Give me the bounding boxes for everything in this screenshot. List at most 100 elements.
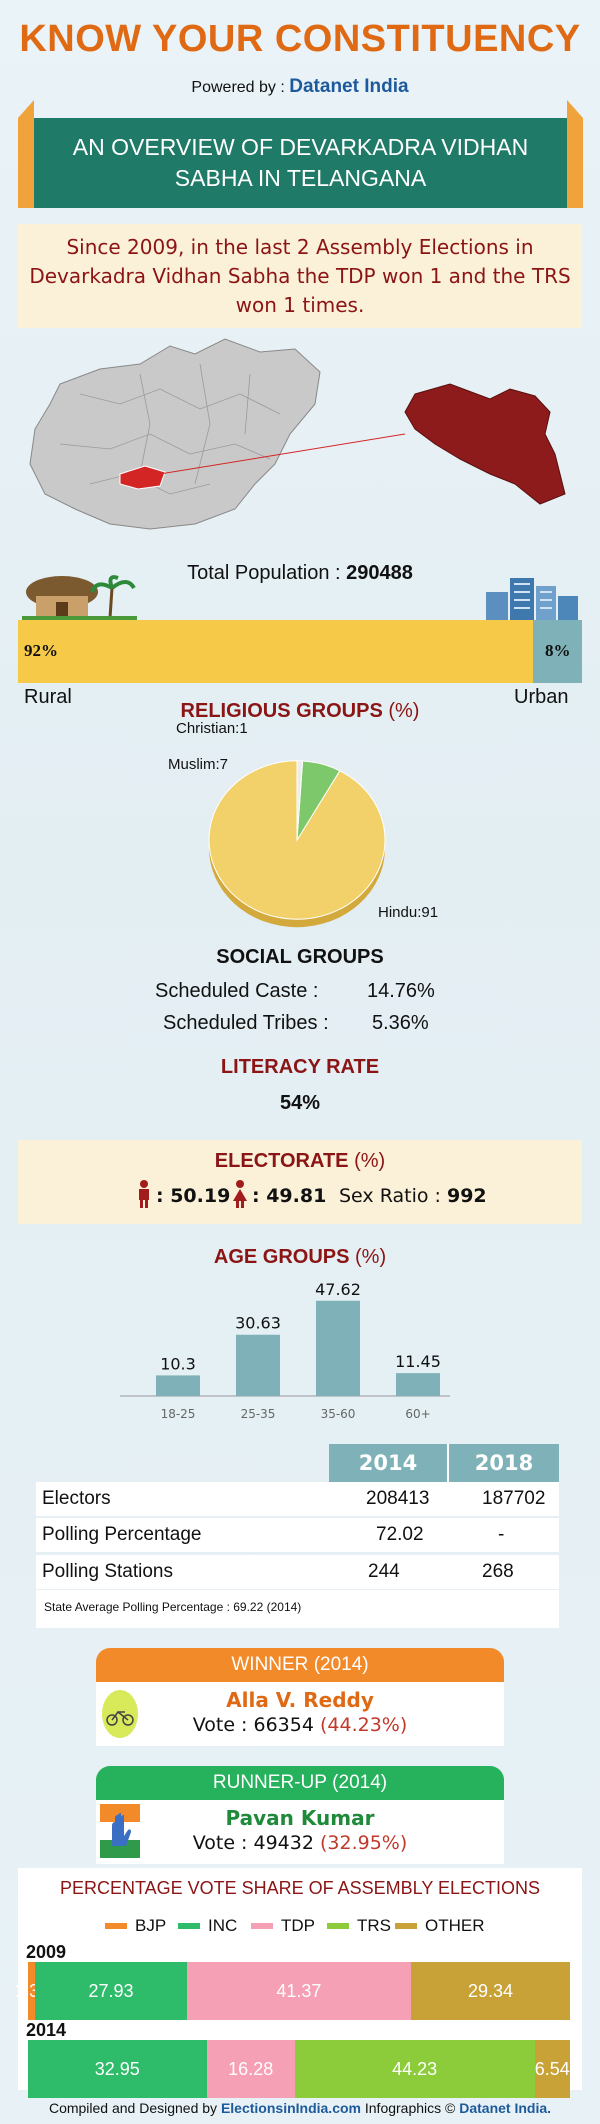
age-bar-chart: 10.3 18-25 30.63 25-35 47.62 35-60 11.45 60+ xyxy=(120,1280,450,1421)
legend-tdp: TDP xyxy=(251,1916,315,1936)
vote-bar-2009: 1.36 27.93 41.37 29.34 xyxy=(14,1962,570,2020)
christian-label: Christian:1 xyxy=(176,720,248,737)
age-bar-25-35 xyxy=(236,1334,280,1396)
vote-segment-other-2014: 6.54 xyxy=(534,2040,570,2098)
age-unit: (%) xyxy=(355,1246,387,1268)
total-population: Total Population : 290488 xyxy=(0,562,600,585)
male-pct: : 50.19 xyxy=(156,1185,231,1207)
election-summary: Since 2009, in the last 2 Assembly Elect… xyxy=(18,224,582,328)
urban-bar xyxy=(533,620,582,683)
legend-other: OTHER xyxy=(395,1916,485,1936)
winner-title: WINNER xyxy=(231,1654,309,1675)
hand-symbol-icon xyxy=(100,1804,140,1858)
vote-segment-other-2009: 29.34 xyxy=(410,1962,570,2020)
winner-name: Alla V. Reddy xyxy=(226,1688,374,1712)
row-value-2014: 244 xyxy=(368,1561,400,1582)
legend-swatch xyxy=(251,1923,273,1929)
age-bar-value: 30.63 xyxy=(235,1314,281,1333)
female-icon xyxy=(233,1180,247,1208)
sc-value: 14.76% xyxy=(367,980,435,1002)
table-row: Polling Stations 244 268 xyxy=(36,1555,559,1589)
religious-unit: (%) xyxy=(388,700,420,722)
footer-brand-1: ElectionsinIndia.com xyxy=(220,2100,361,2116)
footer: Compiled and Designed by ElectionsinIndi… xyxy=(0,2094,600,2124)
runner-up-vote: Vote : 49432 (32.95%) xyxy=(96,1832,504,1854)
st-value: 5.36% xyxy=(372,1012,429,1034)
year-2009-label: 2009 xyxy=(26,1942,67,1962)
population-value: 290488 xyxy=(346,562,413,584)
age-groups-title-row: AGE GROUPS (%) xyxy=(0,1246,600,1269)
legend-swatch xyxy=(105,1923,127,1929)
literacy-value: 54% xyxy=(279,1092,321,1114)
urban-city-icon xyxy=(486,578,578,620)
age-category-label: 18-25 xyxy=(161,1407,196,1421)
row-value-2018: - xyxy=(498,1524,505,1545)
age-bar-18-25 xyxy=(156,1375,200,1396)
ribbon-fold-right xyxy=(567,100,583,118)
footer-brand-2: Datanet India. xyxy=(459,2100,552,2116)
table-header-2018: 2018 xyxy=(447,1444,559,1482)
row-value-2018: 187702 xyxy=(482,1488,546,1509)
row-label: Polling Percentage xyxy=(42,1524,202,1545)
row-value-2014: 208413 xyxy=(366,1488,430,1509)
vote-segment-tdp-2014: 16.28 xyxy=(206,2040,295,2098)
pie-slice-christian xyxy=(296,760,304,841)
winner-vote: Vote : 66354 (44.23%) xyxy=(96,1714,504,1736)
winner-card xyxy=(96,1682,504,1746)
electorate-box xyxy=(18,1140,582,1224)
vote-segment-trs-2014: 44.23 xyxy=(294,2040,535,2098)
st-label: Scheduled Tribes : xyxy=(163,1012,329,1034)
legend-label: TDP xyxy=(281,1916,315,1935)
vote-segment-bjp-2009: 1.36 xyxy=(14,1962,49,2020)
age-bar-value: 47.62 xyxy=(315,1280,361,1299)
highlighted-region-large xyxy=(404,383,566,505)
legend-swatch xyxy=(395,1923,417,1929)
table-header-2014: 2014 xyxy=(329,1444,447,1482)
runner-up-card xyxy=(96,1800,504,1864)
footer-middle: Infographics © xyxy=(364,2100,456,2116)
population-label: Total Population : xyxy=(187,562,341,584)
bicycle-symbol-icon xyxy=(102,1690,138,1738)
vote-bar-2014: 32.95 16.28 44.23 6.54 xyxy=(28,2040,570,2098)
age-category-label: 60+ xyxy=(405,1407,430,1421)
urban-label: Urban xyxy=(514,686,569,708)
age-category-label: 25-35 xyxy=(241,1407,276,1421)
row-label: Electors xyxy=(42,1488,111,1509)
vote-segment-inc-2009: 27.93 xyxy=(35,1962,187,2020)
legend-swatch xyxy=(327,1923,349,1929)
winner-vote-pct: (44.23%) xyxy=(319,1714,408,1736)
table-row: Polling Percentage 72.02 - xyxy=(36,1518,559,1552)
runner-up-vote-count: Vote : 49432 xyxy=(192,1832,314,1854)
row-value-2018: 268 xyxy=(482,1561,514,1582)
vote-segment-inc-2014: 32.95 xyxy=(28,2040,207,2098)
powered-brand: Datanet India xyxy=(289,76,409,97)
rural-label: Rural xyxy=(24,686,72,708)
religion-pie-chart xyxy=(208,760,386,928)
legend-trs: TRS xyxy=(327,1916,391,1936)
powered-by: Powered by : Datanet India xyxy=(0,76,600,98)
legend-bjp: BJP xyxy=(105,1916,166,1936)
age-bar-35-60 xyxy=(316,1300,360,1396)
runner-up-name: Pavan Kumar xyxy=(225,1806,375,1830)
muslim-label: Muslim:7 xyxy=(168,756,229,773)
age-bar-value: 10.3 xyxy=(160,1354,196,1373)
religious-groups-title: RELIGIOUS GROUPS (%) xyxy=(0,700,600,723)
runner-up-vote-pct: (32.95%) xyxy=(319,1832,408,1854)
highlighted-region-small xyxy=(119,465,166,490)
overview-banner: AN OVERVIEW OF DEVARKADRA VIDHAN SABHA I… xyxy=(34,118,567,208)
religious-title: RELIGIOUS GROUPS xyxy=(180,700,383,722)
age-bar-60+ xyxy=(396,1373,440,1396)
legend-swatch xyxy=(178,1923,200,1929)
legend-label: INC xyxy=(208,1916,238,1935)
age-category-label: 35-60 xyxy=(321,1407,356,1421)
powered-prefix: Powered by : xyxy=(191,79,285,96)
constituency-map xyxy=(29,338,566,530)
vote-segment-tdp-2009: 41.37 xyxy=(186,1962,411,2020)
ribbon-tab-right xyxy=(567,118,583,208)
sex-ratio: Sex Ratio : 992 xyxy=(339,1185,487,1207)
legend-inc: INC xyxy=(178,1916,237,1936)
row-value-2014: 72.02 xyxy=(376,1524,424,1545)
age-title: AGE GROUPS xyxy=(213,1246,350,1268)
literacy-title: LITERACY RATE xyxy=(220,1056,380,1078)
legend-label: BJP xyxy=(135,1916,167,1935)
